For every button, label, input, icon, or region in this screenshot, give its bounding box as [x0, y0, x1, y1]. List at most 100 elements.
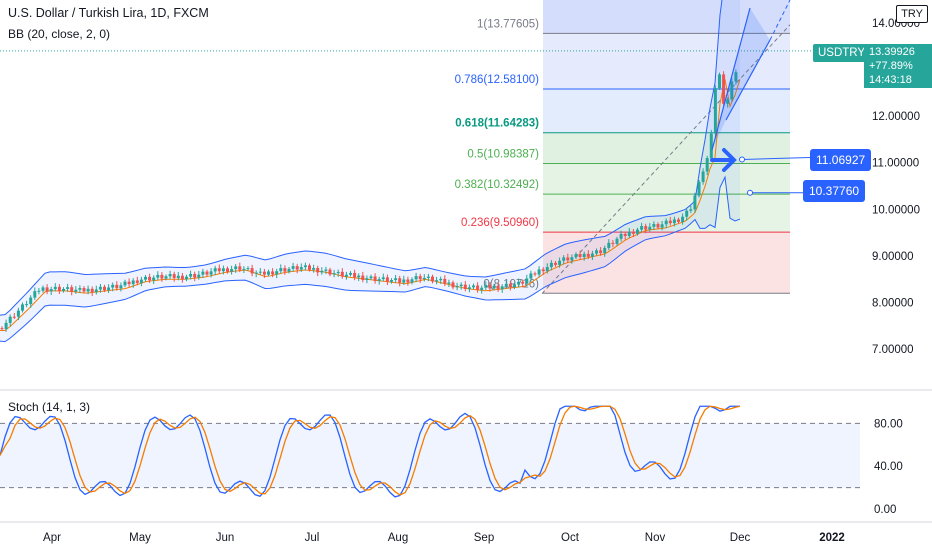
price-axis-label: 9.00000	[872, 251, 914, 263]
candle-body	[545, 267, 549, 272]
candle-body	[722, 74, 726, 104]
candle-body	[463, 284, 467, 290]
candle-body	[554, 262, 557, 265]
arrow-icon	[710, 148, 737, 172]
candle-body	[443, 278, 447, 284]
candle-body	[238, 266, 242, 270]
candle-body	[410, 279, 414, 283]
candle-body	[644, 226, 648, 230]
time-axis-label: Jun	[216, 532, 235, 544]
candle-body	[459, 284, 463, 287]
candle-body	[640, 226, 644, 230]
candle-body	[709, 133, 713, 159]
candle-body	[29, 297, 33, 305]
candle-body	[726, 99, 730, 104]
candle-body	[439, 278, 443, 281]
price-label-lower[interactable]: 10.37760	[803, 180, 866, 202]
candle-body	[78, 288, 82, 290]
candle-body	[631, 231, 635, 234]
candle-body	[250, 268, 254, 274]
currency-tag[interactable]: TRY	[896, 5, 928, 23]
candle-body	[303, 265, 307, 268]
candle-body	[98, 286, 102, 290]
candle-body	[558, 260, 562, 265]
trend-channel-edge	[725, 39, 771, 121]
candle-body	[508, 283, 512, 288]
candle-body	[336, 271, 340, 274]
stoch-band-fill	[0, 423, 860, 488]
candle-body	[86, 288, 90, 292]
candle-body	[701, 171, 705, 182]
candle-body	[234, 266, 238, 270]
candle-body	[344, 274, 348, 277]
candle-body	[582, 253, 586, 257]
candle-body	[607, 242, 611, 248]
candle-body	[435, 280, 439, 282]
candle-body	[390, 279, 393, 282]
fib-zone-0	[543, 33, 790, 90]
candle-body	[672, 219, 676, 224]
fib-label-0: 1(13.77605)	[477, 18, 539, 30]
candle-body	[213, 268, 217, 272]
candle-body	[279, 268, 283, 272]
price-label-upper[interactable]: 11.06927	[810, 149, 872, 171]
candle-body	[148, 276, 152, 281]
candle-body	[627, 231, 631, 236]
candle-body	[271, 271, 275, 275]
fib-zone-3	[543, 163, 790, 195]
candle-body	[25, 304, 29, 306]
candle-body	[681, 216, 685, 222]
fib-zone-1	[543, 89, 790, 133]
candle-body	[451, 282, 455, 288]
candle-body	[525, 278, 529, 284]
candle-body	[254, 272, 258, 274]
candle-body	[164, 276, 168, 279]
label-anchor	[747, 189, 753, 196]
candle-body	[447, 282, 451, 284]
stoch-axis-label: 80.00	[874, 418, 903, 430]
candle-body	[131, 280, 135, 285]
candle-body	[226, 268, 229, 272]
candle-body	[570, 257, 574, 261]
candle-body	[62, 288, 65, 291]
candle-body	[402, 279, 406, 283]
candle-body	[156, 274, 160, 278]
candle-body	[426, 276, 430, 278]
candle-body	[369, 276, 373, 279]
candle-body	[246, 268, 250, 270]
candle-body	[66, 287, 70, 289]
candle-body	[472, 285, 475, 288]
candle-body	[705, 158, 709, 172]
candle-body	[677, 219, 680, 222]
candle-body	[201, 271, 205, 275]
bb-lower-band	[0, 175, 741, 343]
chart-title: U.S. Dollar / Turkish Lira, 1D, FXCM	[8, 6, 209, 20]
candle-body	[119, 285, 123, 289]
candle-body	[316, 268, 320, 273]
candle-body	[230, 269, 234, 272]
candle-body	[521, 281, 525, 284]
candle-body	[127, 281, 131, 285]
candle-body	[82, 288, 86, 292]
candle-body	[70, 287, 74, 292]
time-axis-label: 2022	[819, 532, 845, 544]
time-axis-label: Oct	[561, 532, 580, 544]
candle-body	[603, 247, 607, 254]
candle-body	[16, 310, 20, 317]
candle-body	[496, 285, 500, 290]
candle-body	[517, 281, 521, 285]
candle-body	[94, 289, 98, 293]
candle-body	[45, 287, 49, 292]
candle-body	[8, 316, 12, 323]
candle-body	[664, 220, 668, 225]
candle-body	[41, 287, 45, 291]
stoch-indicator-label[interactable]: Stoch (14, 1, 3)	[8, 400, 91, 414]
bb-indicator-label[interactable]: BB (20, close, 2, 0)	[8, 27, 111, 41]
fib-zone-top	[543, 0, 790, 34]
candle-body	[90, 288, 94, 293]
candle-body	[197, 274, 201, 278]
candle-body	[394, 278, 398, 280]
trend-channel-ext	[769, 0, 791, 41]
candle-body	[381, 277, 385, 280]
